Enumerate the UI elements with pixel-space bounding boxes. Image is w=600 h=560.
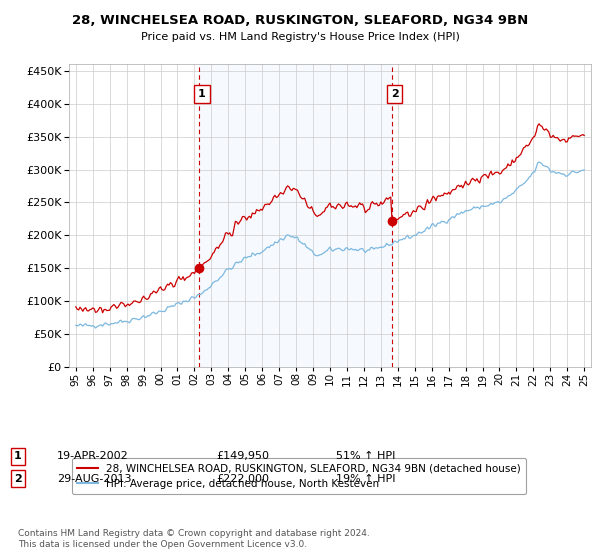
- Text: £222,000: £222,000: [216, 474, 269, 484]
- Bar: [199, 64, 392, 367]
- Text: 19-APR-2002: 19-APR-2002: [57, 451, 129, 461]
- Text: 2: 2: [391, 89, 398, 99]
- Text: 51% ↑ HPI: 51% ↑ HPI: [336, 451, 395, 461]
- Legend: 28, WINCHELSEA ROAD, RUSKINGTON, SLEAFORD, NG34 9BN (detached house), HPI: Avera: 28, WINCHELSEA ROAD, RUSKINGTON, SLEAFOR…: [71, 458, 526, 494]
- Text: Price paid vs. HM Land Registry's House Price Index (HPI): Price paid vs. HM Land Registry's House …: [140, 32, 460, 43]
- Text: £149,950: £149,950: [216, 451, 269, 461]
- Text: 2: 2: [14, 474, 22, 484]
- Text: 28, WINCHELSEA ROAD, RUSKINGTON, SLEAFORD, NG34 9BN: 28, WINCHELSEA ROAD, RUSKINGTON, SLEAFOR…: [72, 14, 528, 27]
- Text: 1: 1: [14, 451, 22, 461]
- Text: 19% ↑ HPI: 19% ↑ HPI: [336, 474, 395, 484]
- Text: 1: 1: [198, 89, 206, 99]
- Text: 29-AUG-2013: 29-AUG-2013: [57, 474, 131, 484]
- Text: Contains HM Land Registry data © Crown copyright and database right 2024.
This d: Contains HM Land Registry data © Crown c…: [18, 529, 370, 549]
